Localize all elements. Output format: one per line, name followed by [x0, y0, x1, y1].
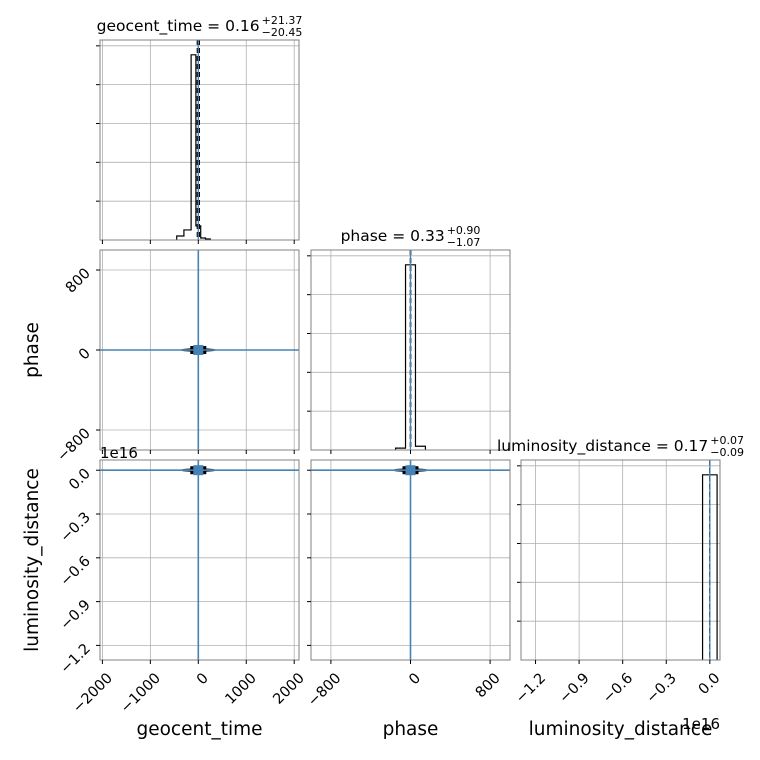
panel-geocent_time-vs-luminosity_distance — [96, 459, 300, 664]
title-text: luminosity_distance = 0.17 — [497, 437, 708, 456]
x-tick-label-luminosity_distance: −0.3 — [644, 670, 680, 706]
truth-marker — [405, 465, 416, 476]
y-tick-label-luminosity_distance: 0.0 — [66, 466, 94, 494]
x-tick-label-geocent_time: 2000 — [270, 670, 307, 707]
y-axis-label-phase: phase — [22, 322, 43, 378]
y-tick-label-luminosity_distance: −1.2 — [58, 641, 94, 677]
y-axis-label-luminosity_distance: luminosity_distance — [22, 468, 43, 652]
y-tick-label-luminosity_distance: −0.9 — [58, 597, 94, 633]
title-luminosity_distance: luminosity_distance = 0.17 +0.07−0.09 — [497, 434, 744, 459]
x-tick-label-geocent_time: −2000 — [70, 670, 116, 716]
y-tick-label-phase: 800 — [63, 266, 94, 297]
title-geocent_time: geocent_time = 0.16 +21.37−20.45 — [97, 14, 303, 39]
x-axis-label-luminosity_distance: luminosity_distance — [529, 719, 713, 740]
x-tick-label-phase: −800 — [305, 670, 344, 709]
panel-phase-vs-luminosity_distance — [307, 459, 511, 664]
x-tick-label-luminosity_distance: −1.2 — [513, 670, 549, 706]
x-tick-label-geocent_time: −1000 — [118, 670, 164, 716]
y-tick-label-phase: 0 — [76, 346, 94, 364]
x-tick-label-geocent_time: 1000 — [222, 670, 259, 707]
title-text: phase = 0.33 — [341, 227, 445, 245]
panel-frame — [520, 459, 721, 661]
x-axis-label-phase: phase — [383, 719, 439, 740]
title-lower-error: −0.09 — [710, 446, 744, 459]
title-phase: phase = 0.33 +0.90−1.07 — [341, 224, 481, 249]
offset-label-x: 1e16 — [682, 715, 720, 733]
offset-label-y: 1e16 — [100, 444, 138, 462]
y-tick-label-luminosity_distance: −0.3 — [58, 510, 94, 546]
panel-frame — [99, 39, 300, 241]
panel-luminosity_distance-hist — [517, 459, 721, 664]
x-axis-label-geocent_time: geocent_time — [136, 719, 262, 740]
panel-phase-hist — [307, 249, 511, 454]
x-tick-label-geocent_time: 0 — [194, 670, 212, 688]
panel-frame — [99, 459, 300, 661]
x-tick-label-luminosity_distance: 0.0 — [696, 670, 724, 698]
x-tick-label-luminosity_distance: −0.9 — [556, 670, 592, 706]
panels-layer — [96, 39, 721, 664]
panel-geocent_time-hist — [96, 39, 300, 244]
y-tick-label-phase: −800 — [54, 426, 93, 465]
title-lower-error: −1.07 — [447, 236, 481, 249]
histogram-geocent_time — [176, 54, 211, 240]
x-tick-label-luminosity_distance: −0.6 — [600, 670, 636, 706]
x-tick-label-phase: 800 — [473, 670, 504, 701]
truth-marker — [193, 345, 204, 355]
title-upper-error: +21.37 — [262, 14, 303, 27]
labels-layer: geocent_time = 0.16 +21.37−20.45 phase = 0… — [22, 14, 744, 740]
truth-marker — [193, 465, 204, 476]
title-lower-error: −20.45 — [262, 26, 303, 39]
x-tick-label-phase: 0 — [406, 670, 424, 688]
y-tick-label-luminosity_distance: −0.6 — [58, 553, 94, 589]
panel-geocent_time-vs-phase — [96, 249, 300, 454]
title-upper-error: +0.07 — [710, 434, 744, 447]
title-text: geocent_time = 0.16 — [97, 17, 260, 36]
title-upper-error: +0.90 — [447, 224, 481, 237]
